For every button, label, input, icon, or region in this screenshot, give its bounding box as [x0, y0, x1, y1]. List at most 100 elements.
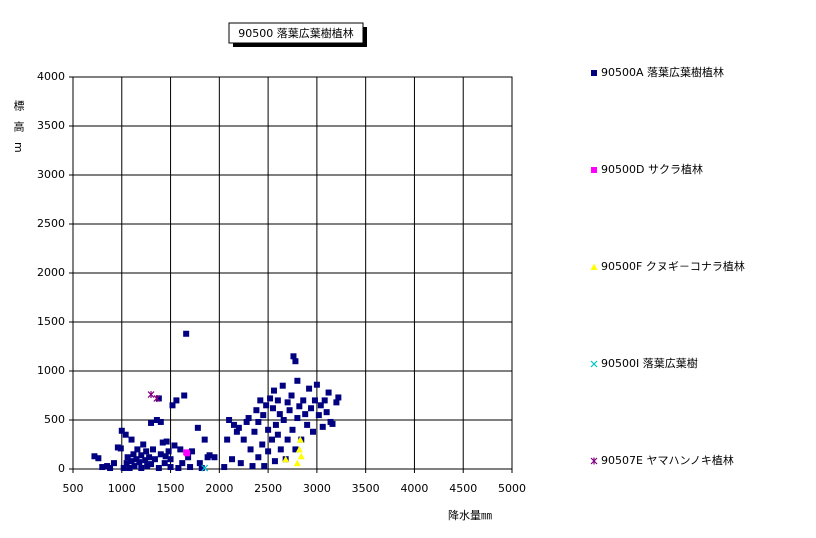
point: [161, 460, 168, 467]
legend-label: 90500A 落葉広葉樹植林: [601, 65, 724, 79]
point: [175, 465, 182, 472]
point: [148, 419, 155, 426]
point: [292, 358, 299, 365]
point: [233, 428, 240, 435]
point: [325, 389, 332, 396]
point: [276, 411, 283, 418]
x-tick-label: 1000: [108, 482, 136, 495]
x-tick-label: 2000: [205, 482, 233, 495]
point: [124, 454, 131, 461]
point: [130, 451, 137, 458]
point: [260, 412, 267, 419]
point: [284, 436, 291, 443]
point: [267, 395, 274, 402]
point: [240, 436, 247, 443]
y-tick-label: 0: [58, 462, 65, 475]
y-tick-label: 1000: [37, 364, 65, 377]
point: [194, 424, 201, 431]
point: [270, 387, 277, 394]
point: [315, 412, 322, 419]
point: [263, 402, 270, 409]
y-tick-label: 2500: [37, 217, 65, 230]
legend-marker: [590, 263, 598, 270]
point: [265, 448, 272, 455]
y-tick-label: 1500: [37, 315, 65, 328]
point: [269, 405, 276, 412]
x-tick-label: 4500: [449, 482, 477, 495]
legend-label: 90500F クヌギ－コナラ植林: [601, 259, 745, 273]
point: [295, 445, 303, 453]
point: [230, 421, 237, 428]
point: [196, 460, 203, 467]
point: [237, 460, 244, 467]
point: [177, 446, 184, 453]
point: [169, 402, 176, 409]
point: [201, 464, 209, 472]
point: [297, 452, 305, 460]
point: [153, 417, 160, 423]
x-tick-label: 1500: [157, 482, 185, 495]
point: [277, 446, 284, 453]
point: [148, 461, 155, 468]
point: [206, 452, 213, 459]
point: [140, 441, 147, 448]
legend-marker: [591, 70, 597, 76]
point: [122, 431, 129, 438]
y-tick-label: 3000: [37, 168, 65, 181]
point: [224, 436, 231, 443]
legend-label: 90500I 落葉広葉樹: [601, 356, 698, 370]
point: [147, 391, 155, 399]
point: [313, 381, 320, 388]
point: [265, 426, 272, 433]
point: [157, 418, 164, 425]
title-box: [228, 22, 364, 44]
legend-marker: [591, 167, 597, 173]
point: [288, 392, 295, 399]
point: [159, 439, 166, 446]
point: [95, 455, 102, 462]
legend-label: 90500D サクラ植林: [601, 162, 703, 176]
point: [255, 454, 262, 461]
point: [259, 441, 266, 448]
point: [284, 399, 291, 406]
point: [289, 426, 296, 433]
point: [302, 411, 309, 418]
point: [201, 436, 208, 443]
point: [335, 394, 342, 401]
point: [179, 460, 186, 467]
point: [261, 463, 268, 470]
point: [136, 459, 143, 466]
point: [280, 417, 287, 423]
point: [235, 424, 242, 431]
chart-title: 90500 落葉広葉樹植林: [238, 26, 354, 40]
point: [167, 456, 174, 463]
point: [120, 465, 127, 472]
point: [304, 421, 311, 428]
point: [229, 456, 236, 463]
point: [117, 445, 124, 452]
point: [167, 464, 174, 471]
point: [269, 436, 276, 443]
y-tick-label: 500: [44, 413, 65, 426]
point: [123, 460, 130, 467]
point: [198, 465, 205, 472]
point: [184, 450, 191, 457]
point: [321, 397, 328, 404]
point: [143, 448, 150, 455]
point: [249, 463, 256, 470]
point: [107, 465, 114, 472]
point: [296, 403, 303, 410]
point: [292, 446, 299, 453]
point: [221, 464, 228, 471]
point: [118, 427, 125, 434]
point: [173, 397, 180, 404]
point: [126, 465, 133, 472]
point: [319, 423, 326, 430]
point: [309, 428, 316, 435]
point: [311, 397, 318, 404]
point: [333, 399, 340, 406]
point: [110, 460, 117, 467]
x-axis-label: 降水量㎜: [448, 508, 492, 522]
point: [185, 454, 192, 461]
point: [272, 421, 279, 428]
